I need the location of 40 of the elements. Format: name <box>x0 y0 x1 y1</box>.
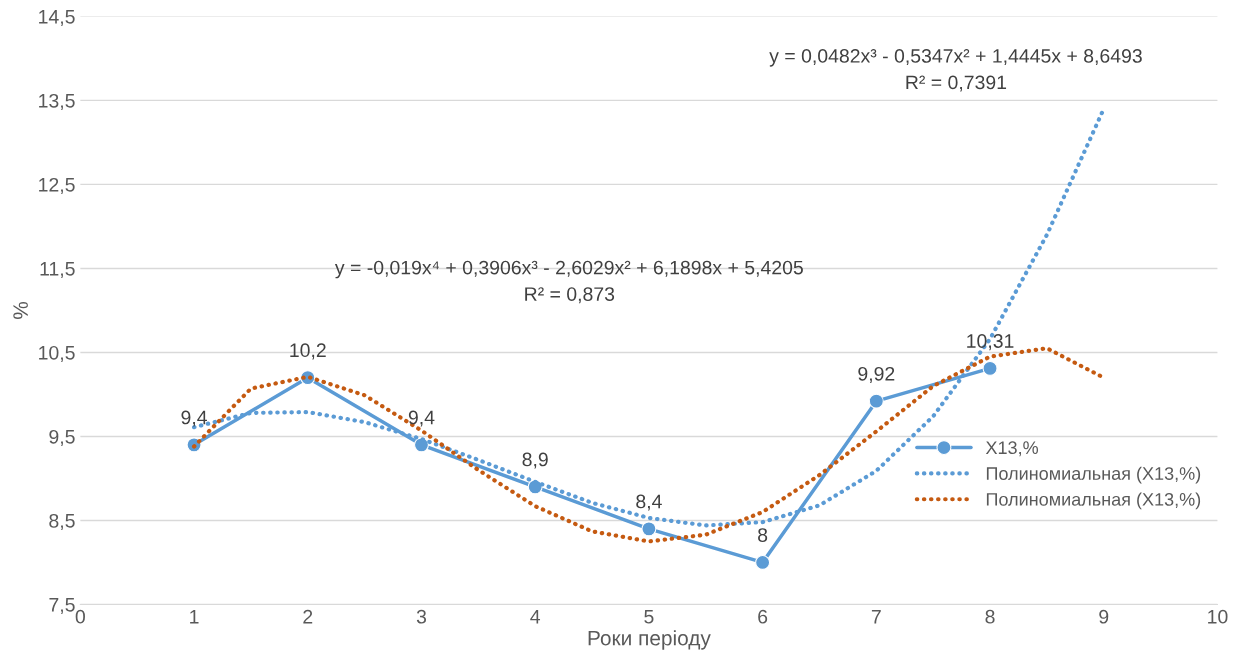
x-tick-label: 10 <box>1208 609 1228 624</box>
data-label: 8,9 <box>522 452 548 469</box>
x-tick-label: 0 <box>75 609 85 624</box>
data-label: 9,4 <box>408 410 435 427</box>
y-tick-label: 12,5 <box>39 177 75 194</box>
x-tick-label: 1 <box>190 610 199 624</box>
y-tick-label: 8,5 <box>49 513 75 530</box>
y-tick-label: 11,5 <box>40 262 75 278</box>
y-tick-label: 14,5 <box>39 10 75 26</box>
x-axis-title: Роки періоду <box>588 630 711 650</box>
data-label: 9,4 <box>181 410 207 427</box>
x-tick-label: 2 <box>303 609 313 624</box>
data-label: 8 <box>758 528 768 542</box>
x-tick-label: 6 <box>758 609 768 624</box>
y-tick-label: 10,5 <box>39 345 75 362</box>
y-tick-label: 13,5 <box>39 93 75 110</box>
x-tick-label: 7 <box>871 610 881 624</box>
annotation: y = -0,019x⁴ + 0,3906x³ - 2,6029x² + 6,1898x + 5,4205 <box>334 260 803 279</box>
x-tick-label: 5 <box>644 610 654 624</box>
annotation: R² = 0,873 <box>525 287 615 304</box>
data-label: 10,2 <box>290 343 326 360</box>
y-tick-label: 9,5 <box>49 429 75 446</box>
x-tick-label: 4 <box>530 610 541 624</box>
legend-label: Полиномиальная (X13,%) <box>986 466 1201 484</box>
data-label: 8,4 <box>636 494 662 511</box>
point <box>868 393 884 409</box>
legend-label: Полиномиальная (X13,%) <box>986 492 1201 510</box>
annotation: y = 0,0482x³ - 0,5347x² + 1,4445x + 8,6493 <box>769 49 1142 67</box>
point <box>982 360 998 376</box>
x-tick-label: 8 <box>985 609 995 624</box>
data-label: 10,31 <box>967 334 1014 351</box>
y-tick-label: 7,5 <box>49 598 75 614</box>
x-tick-label: 9 <box>1099 609 1109 624</box>
x-tick-label: 3 <box>416 609 427 624</box>
y-axis-title: % <box>13 301 28 319</box>
point <box>755 554 771 570</box>
point <box>641 521 657 537</box>
legend-label: X13,% <box>985 441 1039 457</box>
annotation: R² = 0,7391 <box>906 75 1007 92</box>
data-label: 9,92 <box>858 366 895 383</box>
